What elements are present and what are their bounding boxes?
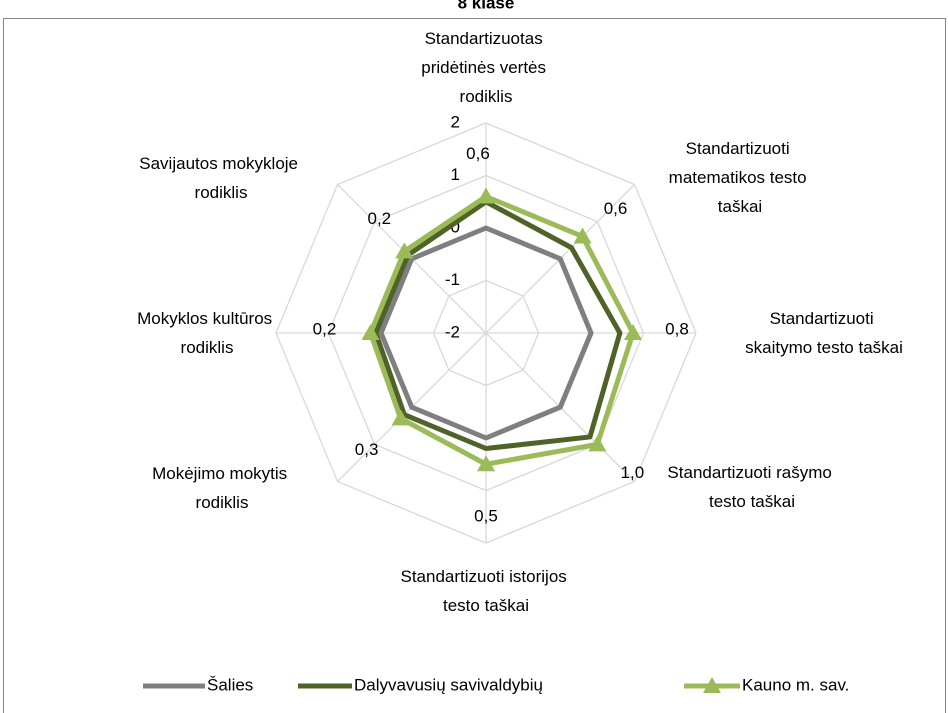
- legend-label: Šalies: [207, 675, 253, 694]
- category-label: Standartizuotas pridėtinės vertės rodikl…: [421, 29, 550, 106]
- y-tick-label: -1: [445, 270, 460, 289]
- marker: [477, 187, 495, 204]
- chart-border: [3, 18, 946, 713]
- y-tick-label: -2: [445, 322, 460, 341]
- category-label-line: Standartizuoti: [686, 139, 795, 158]
- data-label: 1,0: [621, 463, 645, 482]
- category-label: Standartizuoti matematikos testo taškai: [669, 139, 812, 216]
- data-label: 0,5: [474, 507, 498, 526]
- data-label: 0,2: [368, 209, 392, 228]
- category-label-line: rodiklis: [460, 87, 513, 106]
- category-label: Savijautos mokykloje rodiklis: [139, 154, 302, 202]
- series-line: [378, 225, 594, 441]
- y-tick-label: 1: [451, 165, 460, 184]
- legend-label: Dalyvavusių savivaldybių: [354, 675, 543, 694]
- marker: [588, 435, 607, 452]
- marker: [395, 242, 414, 259]
- chart-title: 8 klasė: [458, 0, 515, 12]
- category-label: Standartizuoti rašymo testo taškai: [667, 463, 836, 511]
- category-label-line: pridėtinės vertės: [421, 58, 550, 77]
- category-label-line: skaitymo testo taškai: [745, 338, 903, 357]
- category-label: Mokyklos kultūros rodiklis: [137, 309, 277, 357]
- category-label: Standartizuoti skaitymo testo taškai: [745, 309, 903, 357]
- legend-label: Kauno m. sav.: [742, 675, 849, 694]
- category-label-line: Mokėjimo mokytis: [152, 464, 292, 483]
- category-label-line: testo taškai: [709, 492, 795, 511]
- data-label: 0,2: [313, 319, 337, 338]
- data-label: 0,8: [665, 319, 689, 338]
- marker: [361, 324, 380, 340]
- category-label-line: Standartizuoti istorijos: [400, 567, 571, 586]
- category-label: Standartizuoti istorijos testo taškai: [400, 567, 571, 615]
- y-tick-label: 0: [451, 217, 460, 236]
- series-line: [373, 199, 623, 451]
- category-label-line: rodiklis: [195, 183, 248, 202]
- category-label-line: Standartizuotas: [425, 29, 548, 48]
- category-label-line: testo taškai: [443, 596, 529, 615]
- category-label-line: matematikos testo: [669, 168, 812, 187]
- category-label-line: taškai: [718, 197, 762, 216]
- category-label-line: Standartizuoti: [770, 309, 879, 328]
- data-label: 0,6: [466, 144, 490, 163]
- marker: [477, 455, 495, 472]
- marker: [391, 409, 410, 426]
- category-label-line: Mokyklos kultūros: [137, 309, 277, 328]
- category-label-line: rodiklis: [181, 338, 234, 357]
- y-tick-label: 2: [451, 112, 460, 131]
- marker: [624, 324, 642, 340]
- category-label: Mokėjimo mokytis rodiklis: [152, 464, 292, 512]
- data-label: 0,3: [355, 440, 379, 459]
- category-label-line: Savijautos mokykloje: [139, 154, 302, 173]
- data-label: 0,6: [604, 199, 628, 218]
- category-label-line: rodiklis: [196, 493, 249, 512]
- marker: [573, 227, 592, 244]
- category-label-line: Standartizuoti rašymo: [667, 463, 836, 482]
- legend-marker: [703, 677, 721, 693]
